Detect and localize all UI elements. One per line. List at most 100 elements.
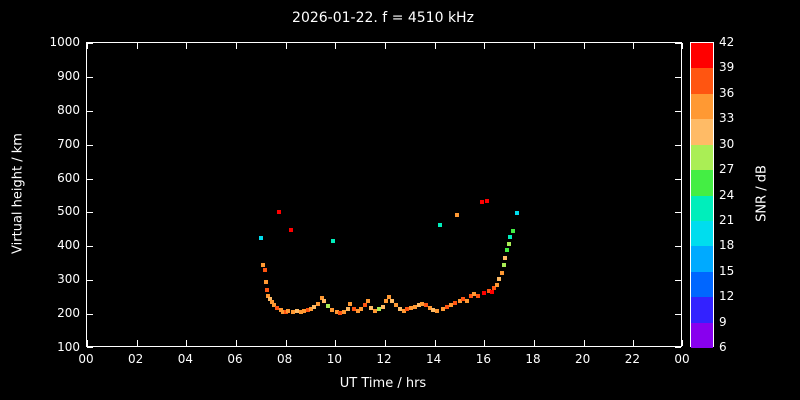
data-point xyxy=(286,308,291,313)
x-tick-mark xyxy=(682,340,683,346)
data-point xyxy=(452,300,457,305)
data-point xyxy=(315,301,320,306)
data-point xyxy=(291,310,296,315)
data-point xyxy=(461,296,466,301)
x-tick-mark xyxy=(385,43,386,49)
data-point xyxy=(497,276,502,281)
x-tick-mark xyxy=(633,340,635,346)
colorbar-tick-label: 9 xyxy=(719,314,727,329)
x-tick-label: 16 xyxy=(475,352,491,366)
x-tick-label: 02 xyxy=(128,352,144,366)
data-point xyxy=(272,303,277,308)
data-point xyxy=(472,292,477,297)
data-point xyxy=(265,288,270,293)
data-point xyxy=(484,198,489,203)
data-point xyxy=(262,268,267,273)
data-point xyxy=(423,303,428,308)
y-tick-mark xyxy=(675,110,681,112)
data-point xyxy=(330,239,335,244)
data-point xyxy=(492,286,497,291)
data-point xyxy=(278,308,283,313)
data-point xyxy=(394,303,399,308)
x-tick-mark xyxy=(434,43,436,49)
x-axis-label: UT Time / hrs xyxy=(339,376,427,391)
y-tick-mark xyxy=(675,280,681,282)
data-point xyxy=(342,310,347,315)
colorbar-tick-label: 24 xyxy=(719,187,735,202)
data-point xyxy=(489,290,494,295)
data-point xyxy=(412,304,417,309)
x-tick-label: 08 xyxy=(277,352,293,366)
y-tick-mark xyxy=(87,212,93,214)
data-point xyxy=(448,302,453,307)
data-point xyxy=(261,262,266,267)
colorbar-tick-label: 12 xyxy=(719,289,735,304)
y-tick-label: 300 xyxy=(57,272,80,287)
data-point xyxy=(427,306,432,310)
y-tick-mark xyxy=(87,280,93,282)
data-point xyxy=(445,304,450,309)
x-tick-label: 10 xyxy=(326,352,342,366)
x-tick-label: 04 xyxy=(177,352,193,366)
colorbar-segment xyxy=(691,322,713,349)
data-point xyxy=(435,308,440,313)
data-point xyxy=(338,311,343,316)
data-point xyxy=(306,308,311,313)
x-tick-mark xyxy=(285,43,287,49)
data-point xyxy=(457,298,462,303)
y-tick-mark xyxy=(675,178,681,180)
x-tick-mark xyxy=(434,340,436,346)
data-point xyxy=(437,223,442,228)
y-tick-mark xyxy=(675,43,681,44)
data-point xyxy=(359,307,364,312)
data-point xyxy=(510,228,515,233)
colorbar-tick-label: 30 xyxy=(719,136,735,151)
colorbar-tick-label: 42 xyxy=(719,35,735,49)
x-tick-mark xyxy=(236,340,237,346)
x-tick-mark xyxy=(335,43,337,49)
colorbar-segment xyxy=(691,93,713,120)
data-point xyxy=(334,310,339,315)
y-axis-label: Virtual height / km xyxy=(10,133,26,254)
colorbar-tick-label: 21 xyxy=(719,212,735,227)
data-point xyxy=(390,298,395,303)
data-point xyxy=(455,213,460,218)
colorbar-segment xyxy=(691,246,713,273)
colorbar-tick-label: 33 xyxy=(719,111,735,126)
data-point xyxy=(348,301,353,306)
plot-area xyxy=(86,42,683,348)
data-point xyxy=(281,309,286,314)
data-point xyxy=(464,298,469,303)
y-tick-label: 600 xyxy=(57,170,80,185)
x-tick-label: 22 xyxy=(624,352,640,366)
data-point xyxy=(468,294,473,299)
colorbar-segment xyxy=(691,271,713,298)
y-tick-mark xyxy=(675,212,681,214)
y-tick-label: 1000 xyxy=(49,35,80,49)
data-point xyxy=(258,235,263,240)
data-point xyxy=(283,310,288,315)
data-point xyxy=(504,248,509,253)
data-point xyxy=(416,303,421,308)
y-tick-label: 200 xyxy=(57,306,80,321)
data-point xyxy=(479,199,484,204)
colorbar-tick-label: 18 xyxy=(719,238,735,253)
y-tick-label: 500 xyxy=(57,204,80,219)
colorbar-segment xyxy=(691,43,713,69)
data-point xyxy=(369,306,374,310)
chart-title: 2026-01-22. f = 4510 kHz xyxy=(292,10,474,26)
data-point xyxy=(507,241,512,246)
data-point xyxy=(325,303,330,308)
y-tick-label: 900 xyxy=(57,68,80,83)
data-point xyxy=(514,211,519,216)
data-point xyxy=(263,279,268,284)
data-point xyxy=(487,289,492,294)
data-point xyxy=(376,307,381,312)
x-tick-mark xyxy=(186,43,188,49)
data-point xyxy=(294,308,299,313)
colorbar-segment xyxy=(691,195,713,222)
data-point xyxy=(409,306,414,310)
data-point xyxy=(482,291,487,296)
x-tick-label: 06 xyxy=(227,352,243,366)
